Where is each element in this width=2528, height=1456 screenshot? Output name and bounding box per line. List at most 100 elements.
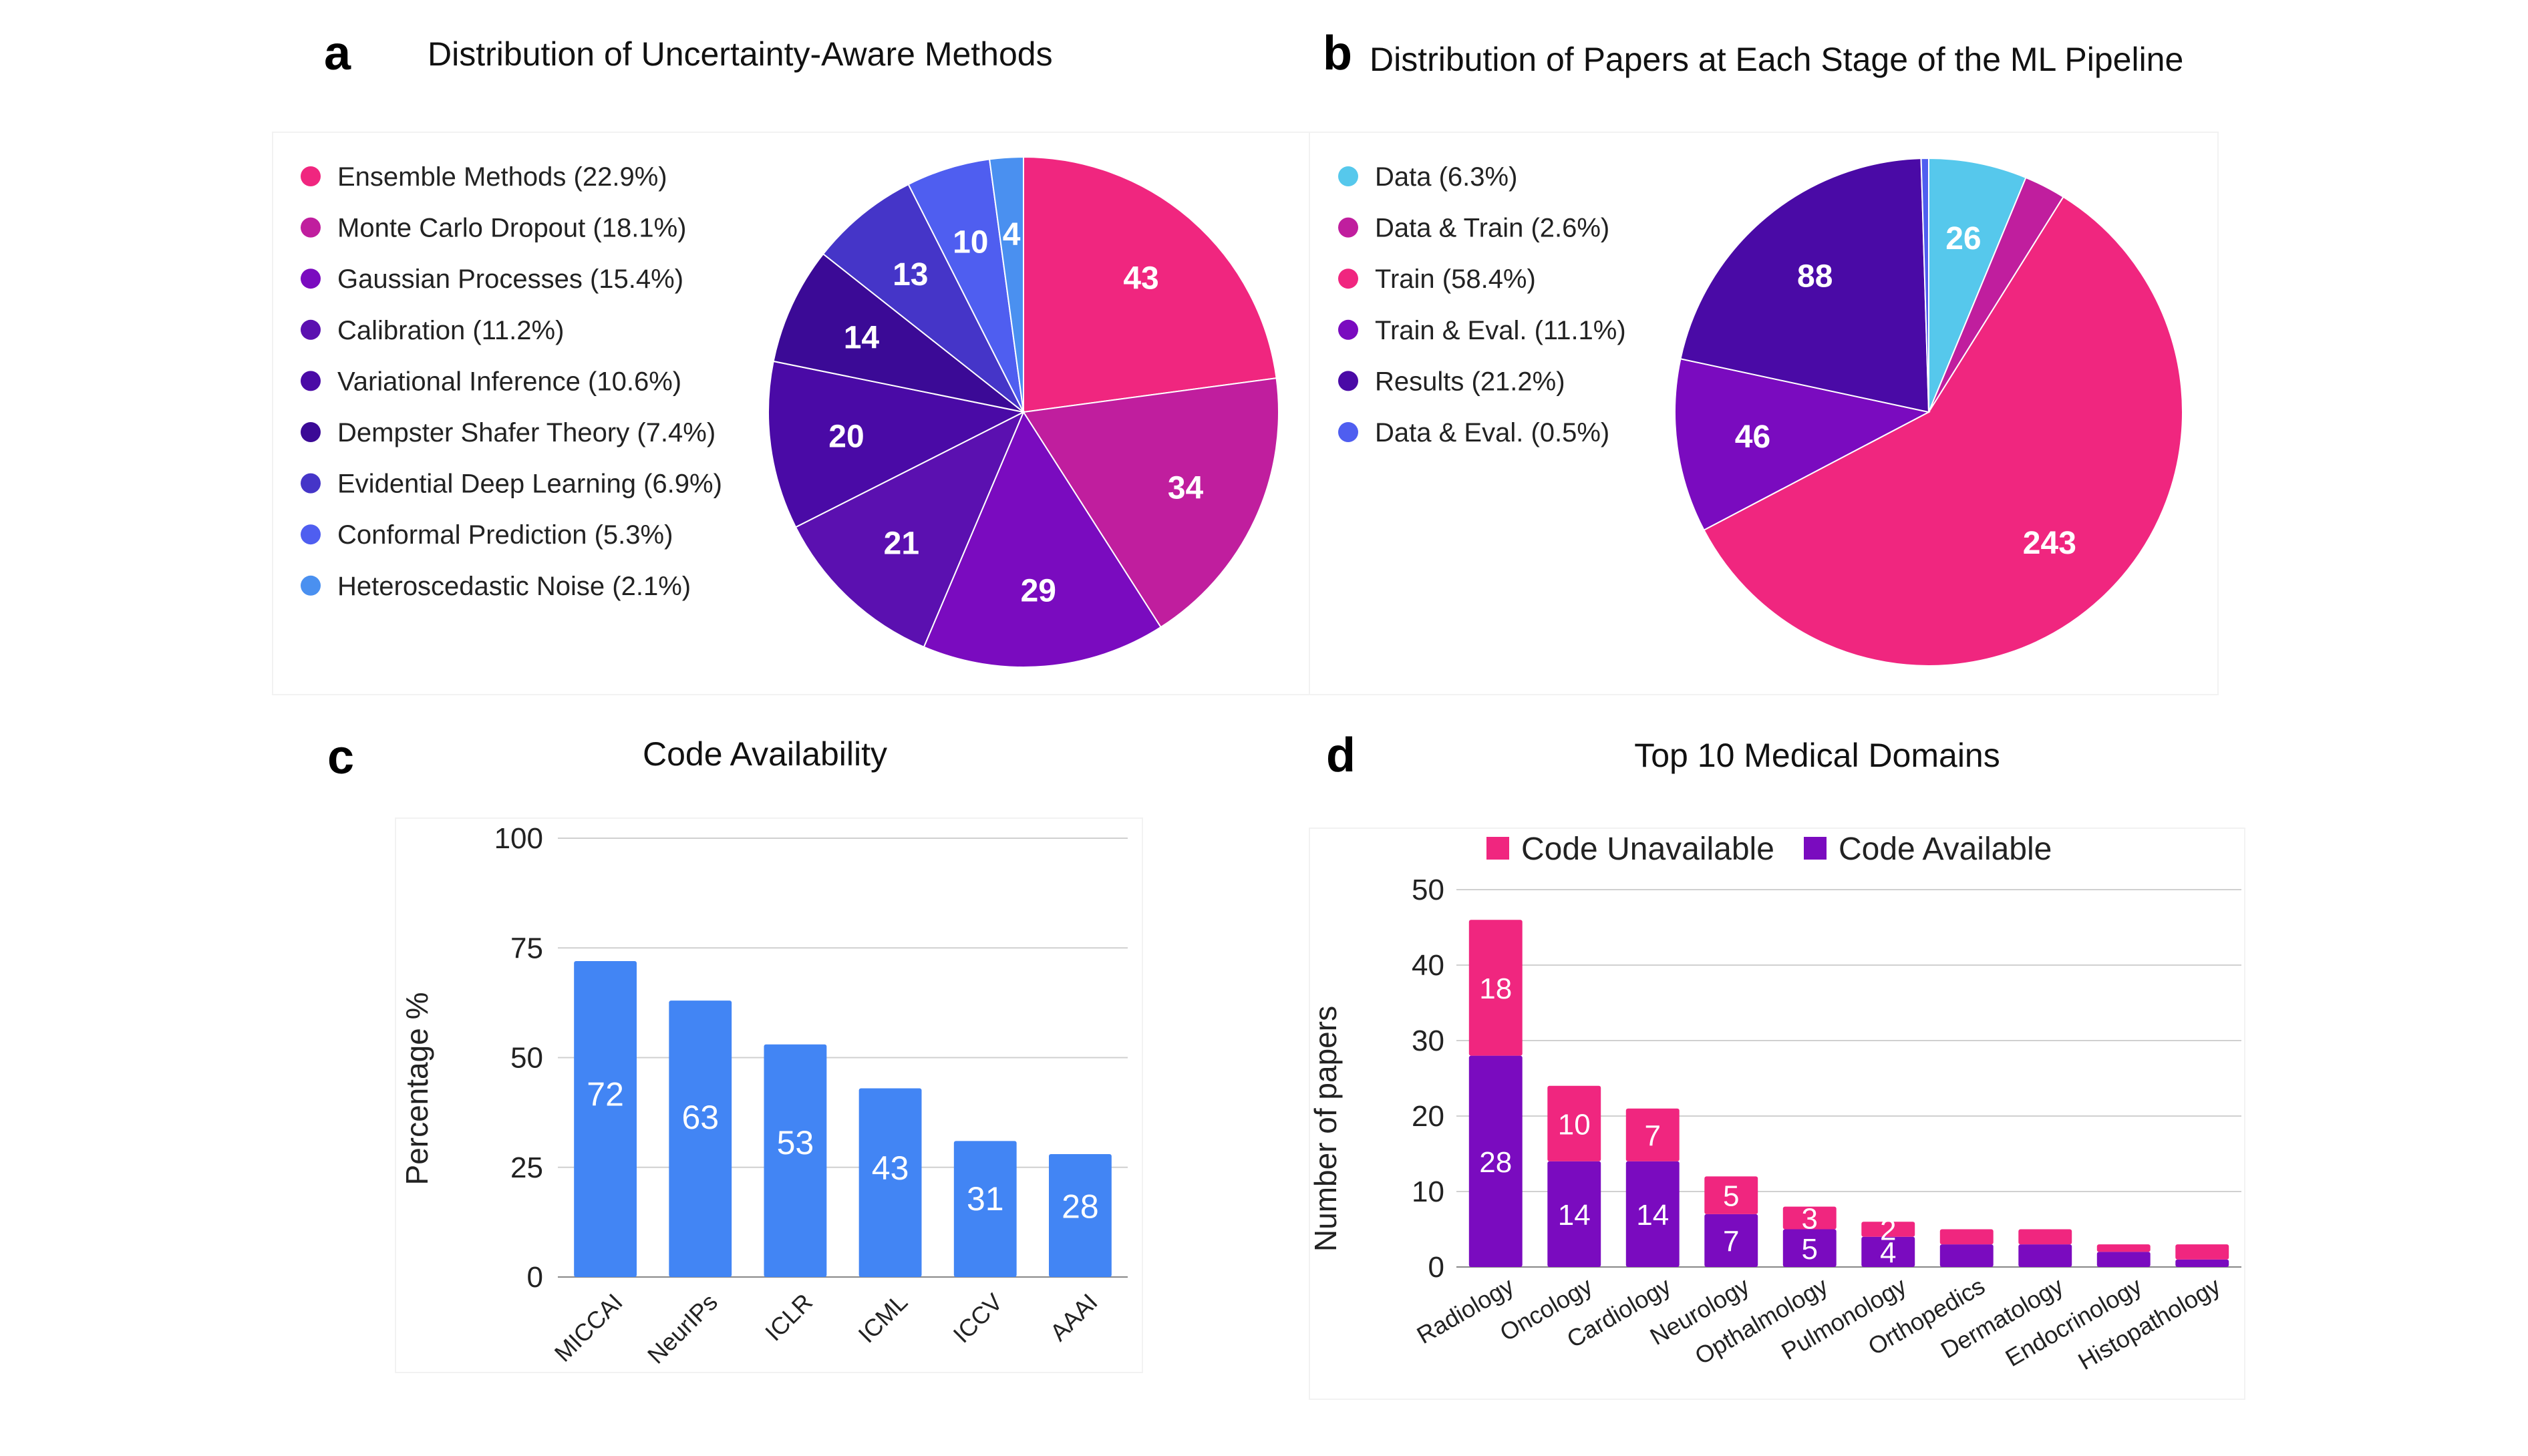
y-tick-label: 50 <box>1412 874 1444 906</box>
bar-value-label: 72 <box>587 1076 624 1113</box>
pie-slice <box>794 410 1025 648</box>
pie-slice-label: 4 <box>1003 217 1021 252</box>
y-tick-label: 75 <box>510 932 543 964</box>
panel-d-frame <box>1309 828 2245 1400</box>
legend-swatch <box>1338 166 1358 186</box>
stacked-bar-segment <box>1468 920 1523 1056</box>
pie-slice-label: 20 <box>828 419 864 455</box>
legend-item-label: Gaussian Processes (15.4%) <box>337 264 683 294</box>
legend-item-label: Code Available <box>1839 832 2052 867</box>
legend-item-label: Code Unavailable <box>1521 832 1774 867</box>
stack-value-label: 14 <box>1558 1199 1591 1232</box>
pie-slice-label: 34 <box>1168 471 1204 506</box>
stack-value-label: 5 <box>1723 1180 1739 1213</box>
stacked-bar-segment <box>1704 1214 1758 1267</box>
legend-swatch <box>301 524 321 545</box>
y-tick-label: 20 <box>1412 1100 1444 1133</box>
stack-value-label: 14 <box>1636 1199 1669 1232</box>
bar-value-label: 53 <box>777 1124 814 1161</box>
pie-slice-label: 29 <box>1021 573 1056 608</box>
legend-item-label: Dempster Shafer Theory (7.4%) <box>337 418 716 447</box>
legend-item-label: Data (6.3%) <box>1375 162 1517 192</box>
bar <box>764 1044 827 1277</box>
legend-item-label: Ensemble Methods (22.9%) <box>337 162 667 192</box>
stacked-bar-segment <box>1625 1108 1680 1161</box>
y-tick-label: 0 <box>527 1261 543 1294</box>
stack-value-label: 2 <box>1880 1214 1896 1247</box>
bar <box>953 1141 1017 1277</box>
legend-item-label: Heteroscedastic Noise (2.1%) <box>337 572 691 601</box>
pie-slice-label: 14 <box>844 320 880 355</box>
legend-swatch <box>301 473 321 494</box>
bar <box>1049 1154 1112 1277</box>
pie-slice <box>822 183 1024 413</box>
legend-swatch <box>301 371 321 391</box>
stacked-bar-segment <box>1704 1176 1758 1214</box>
legend-swatch <box>1338 319 1358 340</box>
pie-slice-label: 13 <box>893 257 928 293</box>
stack-value-label: 28 <box>1479 1146 1512 1179</box>
panel-a-legend: Ensemble Methods (22.9%) Monte Carlo Drop… <box>301 162 722 601</box>
panel-b-pie: 26 243 46 88 <box>1674 157 2183 667</box>
legend-item-label: Variational Inference (10.6%) <box>337 367 681 396</box>
stack-value-label: 5 <box>1802 1233 1818 1266</box>
pie-slice <box>1674 358 1931 531</box>
stack-value-label: 7 <box>1645 1119 1661 1152</box>
bar-value-label: 31 <box>967 1180 1004 1218</box>
legend-swatch <box>301 319 321 340</box>
panel-c-letter: c <box>327 731 354 784</box>
pie-slice-label: 243 <box>2023 526 2076 561</box>
legend-swatch <box>1338 371 1358 391</box>
legend-item-label: Data & Train (2.6%) <box>1375 214 1609 243</box>
pie-slice <box>1680 158 1930 413</box>
panel-b-legend: Data (6.3%) Data & Train (2.6%) Train (58.… <box>1338 162 1626 447</box>
legend-item-label: Calibration (11.2%) <box>337 316 564 345</box>
pie-slice-label: 10 <box>953 225 988 260</box>
pie-slice <box>988 156 1024 413</box>
pie-slice <box>768 360 1026 528</box>
pie-slice-label: 46 <box>1735 419 1770 455</box>
panel-c: c Code Availability Percentage % 0 25 50 75… <box>327 731 1143 1373</box>
pie-slice <box>1703 196 2183 667</box>
y-tick-label: 50 <box>510 1042 543 1075</box>
legend-swatch <box>1338 268 1358 289</box>
panel-d-title: Top 10 Medical Domains <box>1634 737 2000 774</box>
bar <box>669 1000 732 1277</box>
stacked-bar-segment <box>2096 1244 2151 1252</box>
legend-item-label: Evidential Deep Learning (6.9%) <box>337 470 722 499</box>
legend-item-label: Monte Carlo Dropout (18.1%) <box>337 214 686 243</box>
legend-item-label: Results (21.2%) <box>1375 367 1565 396</box>
panel-c-title: Code Availability <box>643 735 887 773</box>
y-tick-label: 100 <box>494 822 543 855</box>
legend-swatch <box>301 268 321 289</box>
legend-swatch <box>301 575 321 596</box>
stacked-bar-segment <box>1861 1222 1915 1237</box>
stack-value-label: 3 <box>1802 1203 1818 1236</box>
stacked-bar-segment <box>1782 1206 1837 1230</box>
legend-swatch <box>1804 837 1827 860</box>
legend-swatch <box>301 422 321 442</box>
y-tick-label: 10 <box>1412 1175 1444 1208</box>
legend-swatch <box>1338 422 1358 442</box>
bar <box>858 1088 922 1277</box>
stacked-bar-segment <box>2096 1252 2151 1267</box>
y-tick-label: 25 <box>510 1151 543 1184</box>
pie-slice <box>1928 157 2027 413</box>
legend-swatch <box>1338 217 1358 238</box>
pie-slice-label: 88 <box>1797 259 1833 295</box>
panel-d: d Top 10 Medical Domains Number of paper… <box>1308 729 2245 1400</box>
stacked-bar-segment <box>1468 1055 1523 1267</box>
stacked-bar-segment <box>1861 1236 1915 1267</box>
panel-d-ylabel: Number of papers <box>1308 1006 1343 1252</box>
pie-slice <box>1022 377 1279 628</box>
y-tick-label: 40 <box>1412 949 1444 982</box>
legend-item-label: Conformal Prediction (5.3%) <box>337 520 673 550</box>
bar-value-label: 28 <box>1062 1188 1099 1225</box>
panel-b-title: Distribution of Papers at Each Stage of … <box>1370 41 2183 78</box>
stack-value-label: 4 <box>1880 1236 1896 1269</box>
stacked-bar-segment <box>2175 1244 2229 1260</box>
panel-a-title: Distribution of Uncertainty-Aware Method… <box>428 35 1053 73</box>
panel-a-pie: 43 34 29 21 20 14 13 10 4 <box>768 156 1279 668</box>
panel-a-letter: a <box>324 27 351 80</box>
